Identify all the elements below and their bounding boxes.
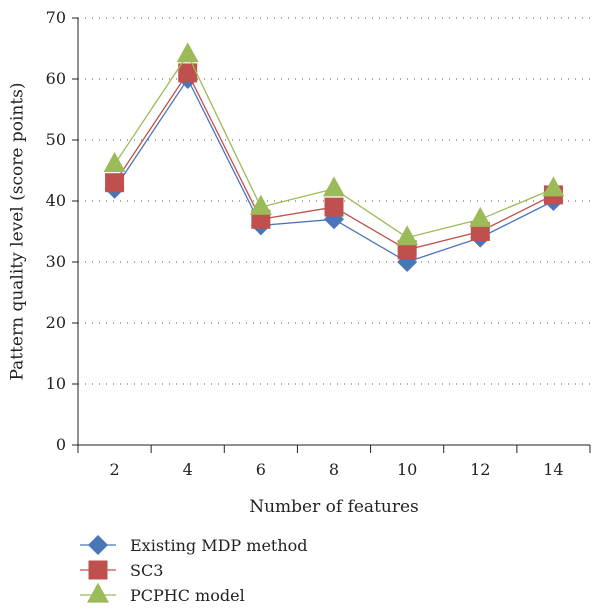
data-point: [469, 206, 492, 227]
x-tick-label: 10: [397, 460, 417, 479]
legend-item: PCPHC model: [80, 582, 245, 605]
y-tick-label: 20: [46, 313, 66, 332]
x-tick-label: 2: [109, 460, 119, 479]
data-point: [542, 176, 565, 197]
data-point: [178, 63, 198, 83]
data-point: [105, 173, 125, 193]
data-point: [176, 42, 199, 63]
legend-label: SC3: [130, 561, 163, 580]
x-tick-label: 12: [470, 460, 490, 479]
legend-item: SC3: [80, 560, 163, 580]
data-point: [103, 152, 126, 172]
series-group: [103, 42, 565, 272]
x-axis-title: Number of features: [249, 497, 419, 517]
data-point: [323, 176, 345, 197]
legend-item: Existing MDP method: [80, 535, 308, 555]
legend: Existing MDP method SC3 PCPHC model: [80, 535, 308, 605]
series-0: [104, 69, 564, 272]
legend-marker: [87, 582, 109, 603]
data-point: [324, 197, 344, 217]
y-tick-labels: 0 10 20 30 40 50 60 70: [46, 8, 66, 454]
y-tick-label: 50: [46, 130, 66, 149]
x-tick-label: 6: [256, 460, 266, 479]
y-tick-label: 30: [46, 252, 66, 271]
x-tick-labels: 2 4 6 8 10 12 14: [109, 460, 563, 479]
legend-label: Existing MDP method: [130, 536, 308, 555]
y-tick-label: 10: [46, 374, 66, 393]
series-2: [103, 42, 565, 246]
legend-marker: [88, 535, 108, 555]
x-tick-label: 14: [543, 460, 563, 479]
y-tick-label: 60: [46, 69, 66, 88]
y-tick-label: 40: [46, 191, 66, 210]
data-point: [396, 225, 419, 246]
legend-marker: [88, 560, 108, 580]
y-axis-title: Pattern quality level (score points): [8, 82, 28, 380]
y-tick-label: 0: [56, 435, 66, 454]
axes: [72, 17, 591, 453]
y-tick-label: 70: [46, 8, 66, 27]
legend-label: PCPHC model: [130, 586, 245, 605]
data-point: [249, 194, 272, 215]
x-tick-label: 4: [183, 460, 193, 479]
x-tick-label: 8: [329, 460, 339, 479]
